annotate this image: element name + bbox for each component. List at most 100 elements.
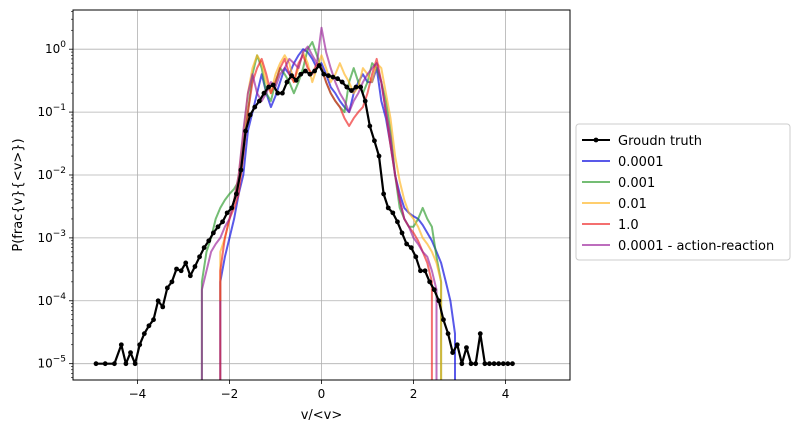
data-point xyxy=(326,73,331,79)
data-point xyxy=(247,112,253,118)
legend-label: 1.0 xyxy=(618,218,639,233)
legend-label: 0.0001 - action-reaction xyxy=(618,239,774,254)
data-point xyxy=(266,84,271,90)
data-point xyxy=(275,90,281,96)
data-point xyxy=(229,205,235,211)
data-point xyxy=(118,342,124,348)
y-axis: 10−5 10−4 10−3 10−2 10−1 100 xyxy=(37,11,73,378)
data-point xyxy=(123,361,129,367)
legend-entry: 1.0 xyxy=(582,218,639,233)
data-point xyxy=(164,285,170,291)
data-point xyxy=(404,241,410,247)
legend-box xyxy=(575,123,791,261)
legend-entry: 0.01 xyxy=(582,197,647,212)
data-point xyxy=(496,361,502,367)
data-point xyxy=(344,84,350,90)
data-point xyxy=(174,266,179,272)
x-tick-label: 2 xyxy=(410,387,418,401)
legend-entry: Groudn truth xyxy=(582,134,702,149)
data-point xyxy=(510,361,515,367)
series-layer xyxy=(93,26,515,380)
data-point xyxy=(445,331,451,337)
data-point xyxy=(169,279,175,285)
data-point xyxy=(395,219,400,225)
data-point xyxy=(284,79,290,85)
legend-label: Groudn truth xyxy=(618,134,702,149)
data-point xyxy=(307,71,313,77)
data-point xyxy=(206,238,212,244)
data-point xyxy=(427,279,433,285)
x-tick-label: −4 xyxy=(129,387,147,401)
data-point xyxy=(385,205,391,211)
series-line-1 xyxy=(219,48,456,380)
data-point xyxy=(431,287,437,293)
data-point xyxy=(482,361,488,367)
x-tick-label: 0 xyxy=(318,387,326,401)
legend-label: 0.001 xyxy=(618,176,655,191)
legend-label: 0.01 xyxy=(618,197,647,212)
y-tick-label: 100 xyxy=(45,40,66,56)
data-point xyxy=(160,304,166,310)
data-point xyxy=(187,273,193,279)
series-line-4 xyxy=(219,54,433,380)
data-point xyxy=(358,84,364,90)
series-line-0 xyxy=(96,64,513,365)
data-point xyxy=(298,71,304,77)
x-tick-label: −2 xyxy=(221,387,239,401)
y-tick-label: 10−2 xyxy=(37,166,66,182)
data-point xyxy=(422,268,428,274)
data-point xyxy=(243,128,248,134)
data-point xyxy=(312,68,317,74)
data-point xyxy=(146,323,152,329)
y-axis-label: P(frac{v}{<v>}) xyxy=(11,138,26,251)
data-point xyxy=(112,361,117,367)
data-point xyxy=(330,74,336,80)
data-point xyxy=(252,104,258,110)
data-point xyxy=(413,254,419,260)
data-point xyxy=(270,82,276,88)
data-point xyxy=(321,71,327,77)
data-point xyxy=(132,361,138,367)
data-point xyxy=(210,230,216,236)
data-point xyxy=(408,245,414,251)
data-point xyxy=(197,254,202,260)
data-point xyxy=(137,342,143,348)
data-point xyxy=(500,361,506,367)
legend-entry: 0.0001 - action-reaction xyxy=(582,239,774,254)
data-point xyxy=(289,73,294,79)
y-tick-label: 10−5 xyxy=(37,355,66,371)
data-point xyxy=(487,361,492,367)
data-point xyxy=(201,245,207,251)
series-line-3 xyxy=(219,51,443,380)
data-point xyxy=(238,167,244,173)
data-point xyxy=(459,361,465,367)
series-line-5 xyxy=(200,26,438,380)
data-point xyxy=(261,90,267,96)
data-point xyxy=(128,350,133,355)
data-point xyxy=(454,342,460,348)
data-point xyxy=(339,79,345,85)
data-point xyxy=(450,350,456,355)
data-point xyxy=(372,138,377,144)
data-point xyxy=(505,361,511,367)
data-point xyxy=(302,68,308,74)
data-point xyxy=(93,361,99,367)
data-point xyxy=(477,331,483,337)
legend-label: 0.0001 xyxy=(618,155,664,170)
data-point xyxy=(155,298,161,304)
y-tick-label: 10−4 xyxy=(37,292,66,308)
data-point xyxy=(224,210,230,216)
data-point xyxy=(183,260,189,266)
data-point xyxy=(220,219,225,225)
data-point xyxy=(399,230,405,236)
data-point xyxy=(178,268,184,274)
data-point xyxy=(468,361,474,367)
data-point xyxy=(353,84,359,90)
data-point xyxy=(233,191,239,197)
data-point xyxy=(362,98,368,104)
data-point xyxy=(376,153,382,159)
x-axis: −4 −2 0 2 4 xyxy=(129,380,509,401)
data-point xyxy=(335,76,341,82)
legend-entry: 0.0001 xyxy=(582,155,664,170)
